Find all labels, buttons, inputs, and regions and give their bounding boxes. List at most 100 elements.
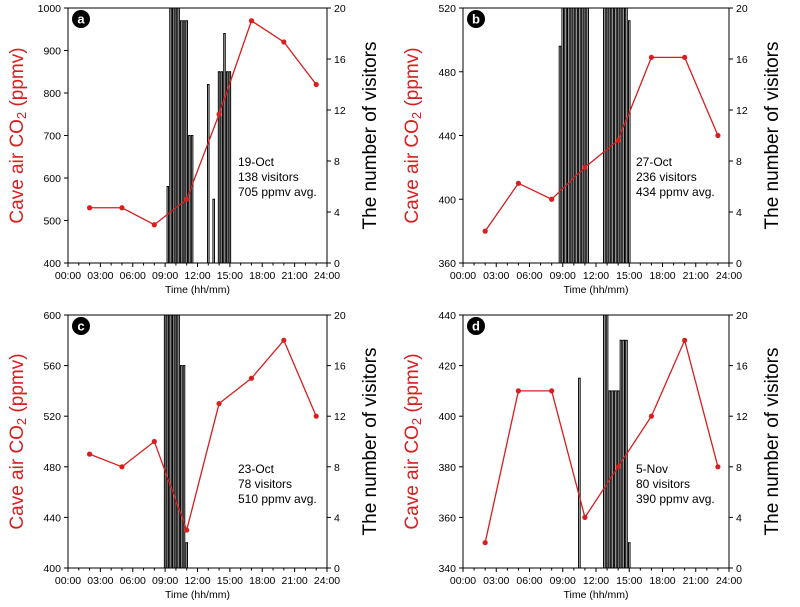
co2-line xyxy=(484,338,719,543)
y-right-tick-label: 20 xyxy=(736,310,748,322)
y-right-tick-label: 0 xyxy=(334,563,340,575)
visitor-bar xyxy=(217,71,221,264)
y-left-tick-label: 420 xyxy=(438,361,456,373)
chart-panel-c: 00:00 03:00 06:00 09:00 12:00 15:00 18:00 21:00… xyxy=(7,310,381,601)
y-right-tick-label: 0 xyxy=(736,258,742,270)
y-left-tick-label: 1000 xyxy=(38,3,62,15)
x-tick-label: 00:00 xyxy=(450,575,476,587)
annotation-line: 27-Oct xyxy=(636,155,673,169)
visitor-bar xyxy=(171,7,175,264)
co2-line xyxy=(484,56,719,232)
visitor-bar xyxy=(185,542,188,569)
co2-point xyxy=(615,464,621,470)
y-left-axis-label: Cave air CO2 (ppmv) xyxy=(7,47,29,223)
visitor-bar xyxy=(169,314,172,569)
annotation-line: 705 ppmv avg. xyxy=(238,185,317,199)
co2-point xyxy=(86,205,93,211)
co2-point xyxy=(648,413,655,419)
co2-point xyxy=(582,514,588,521)
panel-letter: a xyxy=(77,12,85,27)
x-tick-label: 06:00 xyxy=(120,270,146,282)
co2-point xyxy=(682,54,688,61)
x-axis-label: Time (hh/mm) xyxy=(165,589,230,601)
y-left-tick-label: 520 xyxy=(438,3,456,15)
visitor-bar xyxy=(616,7,620,264)
co2-point xyxy=(582,164,588,170)
visitor-bar xyxy=(174,7,178,264)
visitor-bar xyxy=(166,314,170,569)
visitor-bar xyxy=(614,390,617,569)
annotation-line: 19-Oct xyxy=(238,155,275,169)
visitor-bar xyxy=(586,7,589,264)
y-left-tick-label: 360 xyxy=(438,512,456,524)
x-axis-label: Time (hh/mm) xyxy=(165,284,230,296)
panel-badge xyxy=(72,317,90,335)
co2-point xyxy=(248,18,255,24)
x-tick-label: 09:00 xyxy=(550,575,576,587)
visitor-bar xyxy=(190,135,194,264)
plot-frame xyxy=(67,314,328,569)
panel-badge xyxy=(467,10,485,28)
plot-frame xyxy=(462,314,730,569)
co2-line xyxy=(89,339,317,533)
x-tick-label: 09:00 xyxy=(152,575,178,587)
x-tick-label: 24:00 xyxy=(314,575,340,587)
co2-point xyxy=(648,54,655,61)
visitor-bar xyxy=(558,45,562,264)
x-tick-label: 12:00 xyxy=(583,270,609,282)
visitor-bar xyxy=(561,7,565,264)
x-tick-label: 15:00 xyxy=(616,575,642,587)
co2-point xyxy=(248,375,255,381)
panel-letter: b xyxy=(472,12,480,27)
annotation-line: 80 visitors xyxy=(636,477,690,491)
co2-point xyxy=(184,527,190,533)
visitor-bar xyxy=(220,71,224,264)
visitor-bar xyxy=(182,20,186,264)
visitor-bar xyxy=(223,33,226,264)
visitor-bar xyxy=(605,314,609,569)
y-right-tick-label: 12 xyxy=(736,411,748,423)
visitor-bar xyxy=(163,314,167,569)
y-right-tick-label: 4 xyxy=(334,207,340,219)
y-left-tick-label: 560 xyxy=(43,361,61,373)
y-left-tick-label: 440 xyxy=(438,131,456,143)
y-right-tick-label: 4 xyxy=(334,512,340,524)
y-right-tick-label: 0 xyxy=(736,563,742,575)
y-right-tick-label: 20 xyxy=(736,3,748,15)
y-right-axis-label: The number of visitors xyxy=(360,42,381,230)
x-tick-label: 03:00 xyxy=(87,270,113,282)
visitor-bar xyxy=(622,339,625,569)
y-right-axis-label: The number of visitors xyxy=(762,348,783,536)
x-tick-label: 00:00 xyxy=(450,270,476,282)
y-left-tick-label: 440 xyxy=(438,310,456,322)
y-left-tick-label: 600 xyxy=(43,173,61,185)
co2-point xyxy=(281,39,287,45)
annotation-line: 78 visitors xyxy=(238,477,292,491)
y-left-tick-label: 800 xyxy=(43,88,61,100)
co2-point xyxy=(715,132,721,139)
y-right-tick-label: 8 xyxy=(334,462,340,474)
co2-point xyxy=(549,196,555,202)
y-left-axis-label: Cave air CO2 (ppmv) xyxy=(7,353,29,529)
y-left-tick-label: 480 xyxy=(43,462,61,474)
x-tick-label: 03:00 xyxy=(87,575,113,587)
visitor-bar xyxy=(207,84,210,264)
co2-point xyxy=(715,464,721,470)
x-tick-label: 18:00 xyxy=(249,575,275,587)
x-tick-label: 06:00 xyxy=(516,575,542,587)
co2-point xyxy=(313,81,319,88)
chart-panel-a: 00:00 03:00 06:00 09:00 12:00 15:00 18:00 21:00… xyxy=(7,3,381,296)
x-tick-label: 15:00 xyxy=(616,270,642,282)
y-right-axis-label: The number of visitors xyxy=(762,42,783,230)
y-right-tick-label: 16 xyxy=(736,54,748,66)
x-tick-label: 12:00 xyxy=(184,270,210,282)
x-tick-label: 03:00 xyxy=(483,270,509,282)
visitor-bar xyxy=(605,7,609,264)
y-left-tick-label: 380 xyxy=(438,462,456,474)
visitor-bar xyxy=(611,390,614,569)
y-right-tick-label: 8 xyxy=(736,156,742,168)
chart-panel-b: 00:00 03:00 06:00 09:00 12:00 15:00 18:00 21:00… xyxy=(402,3,783,296)
x-tick-label: 24:00 xyxy=(314,270,340,282)
y-left-tick-label: 480 xyxy=(438,67,456,79)
y-left-tick-label: 700 xyxy=(43,131,61,143)
